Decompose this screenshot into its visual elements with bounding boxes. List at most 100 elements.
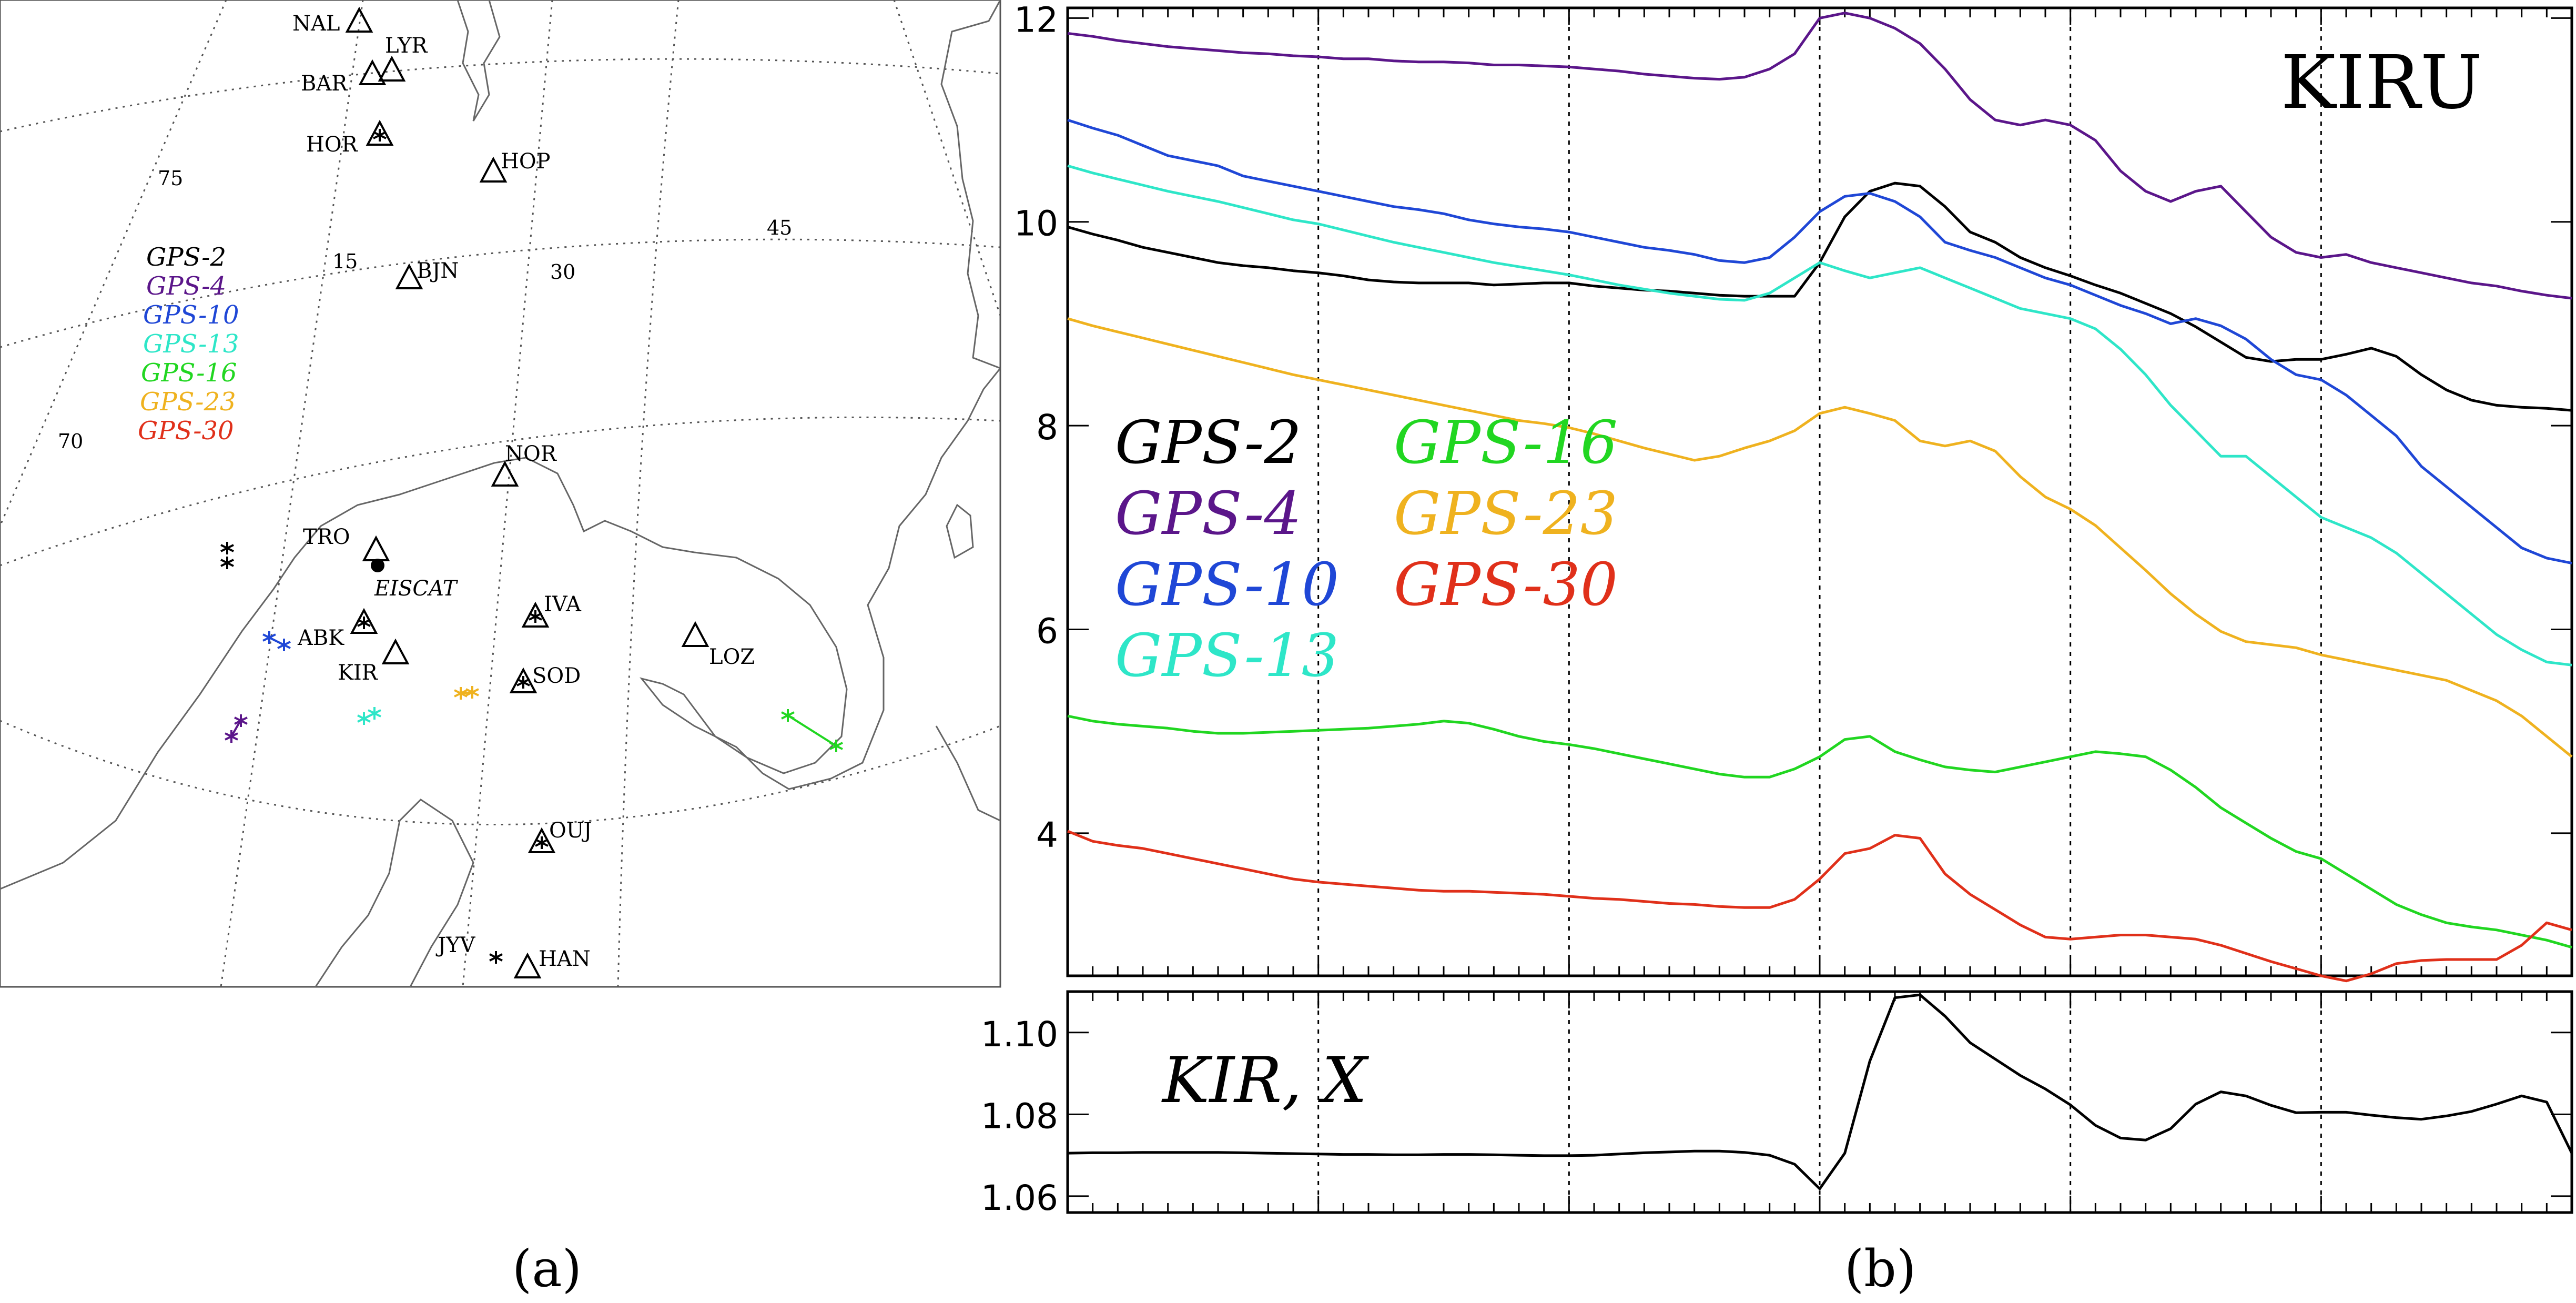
magnetometer-chart-series bbox=[1067, 993, 2573, 1190]
latitude-graticule bbox=[0, 58, 1000, 826]
tec-chart-title: KIRU bbox=[2281, 40, 2482, 126]
magnetometer-chart-y-tick-label: 1.10 bbox=[981, 1014, 1058, 1055]
station-bar-triangle bbox=[358, 59, 387, 85]
station-label-kir: KIR bbox=[338, 661, 379, 685]
caption-a: (a) bbox=[512, 1239, 582, 1298]
station-label-nor: NOR bbox=[505, 442, 557, 466]
legend-gps-23: GPS-23 bbox=[1394, 480, 1618, 548]
gps-13-track bbox=[357, 707, 381, 725]
magnetometer-chart: 1.06 1.08 1.10 KIR, X bbox=[981, 990, 2573, 1218]
station-loz-triangle bbox=[681, 621, 709, 647]
tec-chart-y-tick-label: 12 bbox=[1014, 0, 1058, 40]
magnetometer-chart-x-ticks bbox=[1067, 992, 2573, 1213]
station-sod-triangle bbox=[509, 667, 537, 693]
chart-panel: 4 6 8 10 12 KIRU GPS-2 GPS-4 GPS-10 GPS-13 G… bbox=[981, 0, 2573, 1298]
gps-10-track bbox=[262, 631, 291, 651]
gps-16-track bbox=[781, 709, 843, 752]
tec-chart: 4 6 8 10 12 KIRU GPS-2 GPS-4 GPS-10 GPS-13 G… bbox=[1014, 0, 2573, 983]
gps-tracks bbox=[225, 631, 843, 752]
map-legend-gps-16: GPS-16 bbox=[141, 358, 237, 388]
station-nal-triangle bbox=[345, 6, 373, 33]
station-lyr-triangle bbox=[378, 55, 406, 82]
map-legend-gps-4: GPS-4 bbox=[146, 271, 226, 301]
station-label-bjn: BJN bbox=[417, 259, 459, 283]
series-line-gps-10 bbox=[1067, 118, 2572, 565]
station-label-iva: IVA bbox=[544, 592, 582, 617]
series-line-gps-23 bbox=[1067, 317, 2573, 758]
station-label-lyr: LYR bbox=[385, 34, 428, 58]
legend-gps-13: GPS-13 bbox=[1115, 622, 1339, 690]
abk-asterisk bbox=[357, 617, 371, 629]
magnetometer-chart-time-markers bbox=[1317, 992, 2322, 1213]
legend-gps-16: GPS-16 bbox=[1394, 409, 1618, 477]
map-legend-gps-2: GPS-2 bbox=[146, 243, 226, 272]
tec-chart-y-tick-label: 4 bbox=[1036, 815, 1058, 855]
station-asterisks bbox=[220, 129, 549, 964]
series-line-gps-4 bbox=[1067, 12, 2572, 300]
lon-label-15: 15 bbox=[332, 250, 358, 273]
magnetometer-chart-y-axis: 1.06 1.08 1.10 bbox=[981, 1014, 2572, 1218]
series-line-gps-16 bbox=[1067, 714, 2572, 949]
station-iva-triangle bbox=[521, 601, 550, 628]
station-label-nal: NAL bbox=[292, 12, 340, 36]
tec-chart-x-ticks bbox=[1067, 8, 2573, 976]
station-nor-triangle bbox=[491, 460, 519, 487]
station-bjn-triangle bbox=[395, 263, 423, 289]
legend-gps-30: GPS-30 bbox=[1394, 551, 1618, 619]
station-label-sod: SOD bbox=[532, 664, 581, 688]
tec-chart-series bbox=[1067, 12, 2573, 983]
station-hor-triangle bbox=[366, 119, 394, 146]
magnetometer-chart-y-tick-label: 1.08 bbox=[981, 1096, 1058, 1136]
series-line-kir-x bbox=[1067, 993, 2573, 1190]
map-frame bbox=[0, 0, 1001, 988]
magnetometer-chart-y-tick-label: 1.06 bbox=[981, 1178, 1058, 1218]
map-legend-gps-13: GPS-13 bbox=[143, 329, 239, 359]
series-line-gps-30 bbox=[1067, 830, 2572, 983]
gps-4-track bbox=[225, 714, 248, 743]
station-hop-triangle bbox=[479, 156, 508, 183]
ouj-asterisk bbox=[535, 836, 549, 849]
map-legend-gps-10: GPS-10 bbox=[143, 300, 239, 330]
longitude-graticule bbox=[0, 0, 1000, 987]
lon-label-45: 45 bbox=[767, 216, 792, 239]
station-label-bar: BAR bbox=[301, 72, 348, 96]
eiscat-dot bbox=[371, 559, 384, 572]
map-legend-gps-30: GPS-30 bbox=[138, 416, 234, 446]
station-label-hor: HOR bbox=[306, 133, 359, 157]
station-label-ouj: OUJ bbox=[549, 819, 592, 843]
tec-chart-time-markers bbox=[1317, 8, 2322, 976]
map-panel: 75 70 15 30 45 bbox=[0, 0, 1001, 1298]
map-legend: GPS-2 GPS-4 GPS-10 GPS-13 GPS-16 GPS-23 … bbox=[138, 243, 239, 446]
station-kir-triangle bbox=[381, 638, 410, 664]
tec-chart-y-tick-label: 10 bbox=[1014, 204, 1058, 244]
tec-chart-y-tick-label: 8 bbox=[1036, 407, 1058, 448]
hor-asterisk bbox=[373, 129, 387, 142]
station-label-hop: HOP bbox=[501, 149, 551, 174]
station-label-loz: LOZ bbox=[709, 645, 755, 669]
eiscat-label: EISCAT bbox=[374, 577, 459, 601]
legend-gps-4: GPS-4 bbox=[1115, 480, 1302, 548]
station-markers bbox=[345, 6, 709, 978]
tec-chart-legend: GPS-2 GPS-4 GPS-10 GPS-13 GPS-16 GPS-23 … bbox=[1115, 409, 1618, 690]
map-legend-gps-23: GPS-23 bbox=[140, 387, 236, 417]
legend-gps-10: GPS-10 bbox=[1115, 551, 1339, 619]
sod-asterisk bbox=[516, 676, 530, 689]
iva-asterisk bbox=[529, 610, 542, 623]
station-ouj-triangle bbox=[528, 827, 556, 853]
lat-label-75: 75 bbox=[158, 167, 183, 190]
magnetometer-chart-label: KIR, X bbox=[1161, 1044, 1370, 1117]
station-label-jyv: JYV bbox=[435, 933, 475, 957]
tec-chart-y-axis: 4 6 8 10 12 bbox=[1014, 0, 2572, 855]
station-label-abk: ABK bbox=[297, 626, 344, 650]
legend-gps-2: GPS-2 bbox=[1115, 409, 1302, 477]
coastlines bbox=[0, 0, 1000, 987]
series-line-gps-13 bbox=[1067, 164, 2572, 666]
station-label-tro: TRO bbox=[303, 525, 350, 549]
station-label-han: HAN bbox=[539, 947, 591, 971]
tro-west-asterisk bbox=[220, 542, 234, 569]
jyv-asterisk bbox=[489, 951, 503, 964]
gps-23-track bbox=[454, 686, 479, 700]
lon-label-30: 30 bbox=[550, 260, 575, 284]
station-abk-triangle bbox=[350, 608, 378, 634]
